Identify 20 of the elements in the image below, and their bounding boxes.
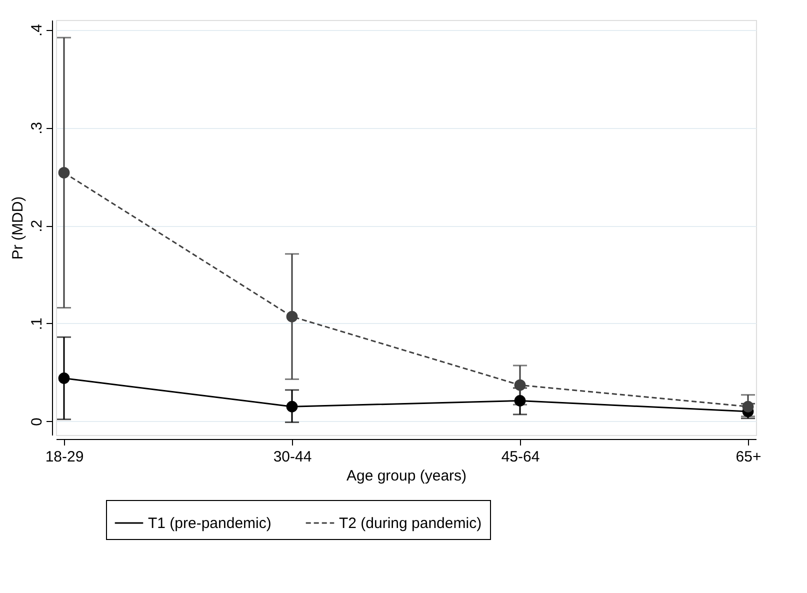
- point: [286, 310, 298, 322]
- x-axis-title: Age group (years): [346, 468, 467, 484]
- point: [286, 400, 298, 412]
- point: [514, 379, 526, 391]
- y-tick-label: .4: [28, 24, 46, 37]
- point: [742, 400, 754, 412]
- y-axis-title: Pr (MDD): [10, 196, 26, 260]
- x-tick-label: 45-64: [501, 448, 540, 466]
- x-tick-label: 30-44: [273, 448, 312, 466]
- legend-label: T2 (during pandemic): [339, 515, 482, 532]
- x-tick-label: 18-29: [45, 448, 84, 466]
- y-tick-label: .3: [28, 122, 46, 134]
- x-tick-label: 65+: [736, 448, 762, 466]
- legend-label: T1 (pre-pandemic): [148, 515, 272, 532]
- point: [514, 395, 526, 406]
- point: [58, 167, 70, 178]
- y-tick-label: .1: [28, 318, 46, 330]
- point: [58, 372, 70, 384]
- y-tick-label: 0: [28, 418, 46, 426]
- y-tick-label: .2: [28, 220, 46, 232]
